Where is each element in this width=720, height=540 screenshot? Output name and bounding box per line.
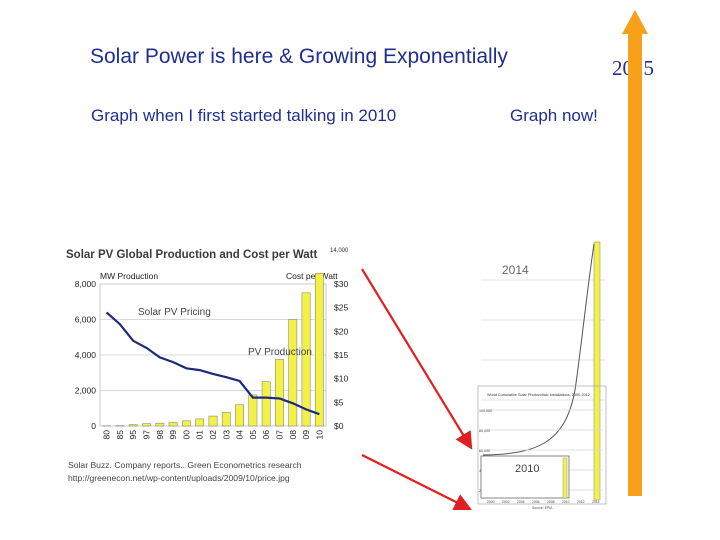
pricing-line	[105, 311, 320, 416]
inset-ytick: 60,000	[479, 449, 490, 453]
y2-tick-label: $20	[334, 326, 348, 336]
x-tick-label: 04	[235, 430, 245, 440]
slide-title: Solar Power is here & Growing Exponentia…	[90, 45, 508, 68]
corner-value: 14,000	[330, 248, 349, 254]
x-tick-label: 97	[142, 430, 152, 440]
svg-text:2000: 2000	[487, 500, 495, 504]
production-bar	[182, 420, 191, 427]
x-tick-label: 05	[248, 430, 258, 440]
production-bar	[128, 424, 138, 427]
x-tick-label: 09	[301, 430, 311, 440]
y-tick-label: 8,000	[75, 279, 97, 289]
x-tick-label: 08	[288, 430, 298, 440]
x-tick-label: 00	[181, 430, 191, 440]
x-tick-label: 06	[261, 430, 271, 440]
production-bar	[168, 422, 178, 427]
inset-ytick: 100,000	[479, 409, 492, 413]
x-tick-label: 80	[102, 430, 112, 440]
orange-arrow-head	[622, 10, 648, 34]
x-tick-label: 98	[155, 430, 165, 440]
y2-tick-label: $15	[334, 350, 348, 360]
y-tick-label: 2,000	[75, 386, 97, 396]
x-tick-label: 03	[221, 430, 231, 440]
svg-text:2004: 2004	[517, 500, 525, 504]
x-tick-label: 01	[195, 430, 205, 440]
production-bar	[261, 381, 271, 427]
y-tick-label: 6,000	[75, 315, 97, 325]
y2-tick-label: $5	[334, 397, 344, 407]
svg-text:2002: 2002	[502, 500, 510, 504]
label-2010: 2010	[515, 463, 539, 475]
y2-tick-label: $30	[334, 279, 348, 289]
production-bar	[142, 423, 151, 427]
source-line-2: http://greenecon.net/wp-content/uploads/…	[68, 473, 290, 483]
right-graph: 2014 World Cumulative Solar Photovoltaic…	[477, 241, 607, 510]
left-axis-label: MW Production	[100, 271, 158, 281]
inset-source: Source: EPIA	[532, 506, 553, 510]
inset-ytick: 80,000	[479, 429, 490, 433]
y2-tick-label: $0	[334, 421, 344, 431]
svg-text:2010: 2010	[562, 500, 570, 504]
production-bar	[275, 359, 284, 427]
x-tick-label: 10	[314, 430, 324, 440]
inset-chart: World Cumulative Solar Photovoltaic Inst…	[477, 385, 607, 510]
right-caption: Graph now!	[510, 106, 598, 125]
production-bar	[195, 418, 205, 427]
y2-tick-label: $25	[334, 303, 348, 313]
left-caption: Graph when I first started talking in 20…	[91, 106, 397, 125]
production-bar	[235, 404, 244, 427]
svg-text:2006: 2006	[532, 500, 540, 504]
left-graph: Solar PV Global Production and Cost per …	[62, 238, 362, 488]
y-tick-label: 0	[91, 421, 96, 431]
label-2014: 2014	[502, 263, 529, 277]
red-arrow-bottom	[361, 454, 472, 510]
x-tick-label: 99	[168, 430, 178, 440]
orange-up-arrow	[622, 10, 648, 496]
production-bar	[248, 394, 258, 427]
source-line-1: Solar Buzz. Company reports.. Green Econ…	[68, 460, 302, 470]
bar-2010	[562, 457, 568, 499]
left-graph-title: Solar PV Global Production and Cost per …	[66, 249, 317, 261]
production-bar	[155, 422, 165, 427]
orange-arrow-shaft	[628, 32, 642, 496]
x-tick-label: 95	[128, 430, 138, 440]
svg-text:2012: 2012	[577, 500, 585, 504]
svg-text:2014: 2014	[592, 500, 600, 504]
production-label: PV Production	[248, 347, 312, 358]
red-arrow-top	[361, 268, 473, 450]
production-bar	[301, 292, 311, 427]
box-2010	[480, 455, 570, 499]
right-axis-label: Cost per Watt	[286, 271, 338, 281]
inset-title: World Cumulative Solar Photovoltaic Inst…	[487, 393, 590, 397]
production-bar	[288, 319, 298, 427]
y2-tick-label: $10	[334, 374, 348, 384]
production-bar	[221, 412, 231, 427]
y-tick-label: 4,000	[75, 350, 97, 360]
svg-text:2008: 2008	[547, 500, 555, 504]
production-bar	[314, 273, 324, 427]
production-bar	[208, 415, 218, 427]
x-tick-label: 85	[115, 430, 125, 440]
bar-2014	[593, 241, 601, 501]
pricing-label: Solar PV Pricing	[138, 307, 211, 318]
x-tick-label: 07	[274, 430, 284, 440]
x-tick-label: 02	[208, 430, 218, 440]
